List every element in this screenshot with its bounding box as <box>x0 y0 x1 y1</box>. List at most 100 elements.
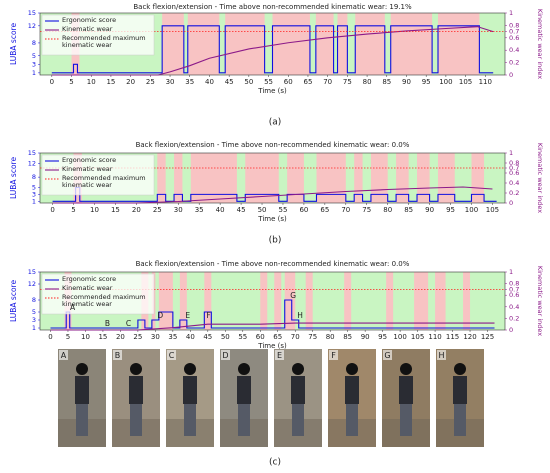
x-tick-label: 65 <box>273 333 282 341</box>
y-tick-label: 8 <box>32 296 36 304</box>
y-axis-label: LUBA score <box>9 23 18 65</box>
y-tick-label: 3 <box>32 60 36 68</box>
x-tick-label: 10 <box>90 206 99 214</box>
legend-entry: Kinematic wear <box>62 26 112 33</box>
x-tick-label: 105 <box>486 206 499 214</box>
person-body <box>345 376 359 404</box>
person-body <box>75 376 89 404</box>
x-tick-label: 85 <box>404 206 413 214</box>
person-head <box>76 363 88 375</box>
x-tick-label: 115 <box>446 333 459 341</box>
x-tick-label: 110 <box>479 78 492 86</box>
band <box>438 13 480 75</box>
legend-box <box>41 273 155 315</box>
band <box>316 153 346 203</box>
x-tick-label: 10 <box>81 333 90 341</box>
chart-title: Back flexion/extension - Time above non-… <box>133 3 412 11</box>
x-tick-label: 15 <box>106 78 115 86</box>
annotation: E <box>185 311 190 320</box>
person-head <box>346 363 358 375</box>
legend-entry: Recommended maximum kinematic wear <box>62 175 146 189</box>
x-tick-label: 20 <box>132 206 141 214</box>
band <box>355 13 385 75</box>
x-tick-label: 55 <box>238 333 247 341</box>
photo-label-bg <box>221 350 230 360</box>
x-tick-label: 40 <box>216 206 225 214</box>
x-tick-label: 70 <box>323 78 332 86</box>
band <box>435 272 446 330</box>
x-tick-label: 5 <box>69 78 73 86</box>
y2-tick-label: 0.8 <box>509 21 519 29</box>
y2-tick-label: 0.7 <box>509 164 519 172</box>
y2-axis-label: Kinematic wear index <box>536 143 544 213</box>
person-legs <box>346 404 358 436</box>
photo-label: B <box>115 351 121 360</box>
y2-tick-label: 0.7 <box>509 285 519 293</box>
legend-box <box>41 154 155 196</box>
y2-tick-label: 1 <box>509 149 513 157</box>
y2-tick-label: 0.6 <box>509 34 519 42</box>
legend-label: Ergonomic score <box>62 276 117 283</box>
x-axis-label: Time (s) <box>257 342 287 350</box>
x-tick-label: 100 <box>439 78 452 86</box>
band <box>370 153 388 203</box>
person-body <box>453 376 467 404</box>
x-tick-label: 70 <box>341 206 350 214</box>
x-tick-label: 10 <box>87 78 96 86</box>
x-tick-label: 95 <box>422 78 431 86</box>
y-tick-label: 12 <box>28 159 36 167</box>
band <box>396 153 409 203</box>
person-legs <box>292 404 304 436</box>
y-tick-label: 15 <box>28 268 36 276</box>
y2-tick-label: 0 <box>509 71 513 79</box>
y-tick-label: 3 <box>32 190 36 198</box>
y-tick-label: 15 <box>28 149 36 157</box>
y2-tick-label: 0.2 <box>509 59 519 67</box>
legend-entry: Ergonomic score <box>62 17 117 24</box>
y2-tick-label: 0 <box>509 199 513 207</box>
band <box>260 272 268 330</box>
x-tick-label: 0 <box>48 333 52 341</box>
x-tick-label: 105 <box>411 333 424 341</box>
x-tick-label: 35 <box>168 333 177 341</box>
legend-label: Ergonomic score <box>62 17 117 24</box>
band <box>187 13 220 75</box>
legend-label: Recommended maximum kinematic wear <box>62 175 146 189</box>
y-axis-label: LUBA score <box>9 280 18 322</box>
y-tick-label: 1 <box>32 197 36 205</box>
annotation: B <box>105 319 110 328</box>
legend-box <box>41 14 155 56</box>
y2-axis-label: Kinematic wear index <box>536 266 544 336</box>
photo-label: G <box>384 351 390 360</box>
band <box>390 13 433 75</box>
photo-label-bg <box>383 350 392 360</box>
x-tick-label: 55 <box>279 206 288 214</box>
person-legs <box>130 404 142 436</box>
x-tick-label: 90 <box>425 206 434 214</box>
x-tick-label: 95 <box>446 206 455 214</box>
panel-label: (a) <box>269 118 282 128</box>
band <box>315 13 334 75</box>
x-tick-label: 30 <box>166 78 175 86</box>
y2-tick-label: 0.4 <box>509 303 519 311</box>
x-tick-label: 100 <box>465 206 478 214</box>
x-tick-label: 105 <box>459 78 472 86</box>
band <box>354 153 363 203</box>
band <box>287 153 304 203</box>
x-tick-label: 75 <box>308 333 317 341</box>
person-body <box>237 376 251 404</box>
band <box>337 13 348 75</box>
photo-label-bg <box>59 350 68 360</box>
y-tick-label: 15 <box>28 9 36 17</box>
legend-label: Ergonomic score <box>62 157 117 164</box>
x-tick-label: 0 <box>50 78 54 86</box>
photo-label: D <box>222 351 228 360</box>
series-line <box>51 26 494 76</box>
y2-tick-label: 0 <box>509 326 513 334</box>
plot-frame <box>39 12 506 76</box>
y2-tick-label: 0.7 <box>509 28 519 36</box>
x-tick-label: 50 <box>244 78 253 86</box>
person-head <box>400 363 412 375</box>
legend-entry: Kinematic wear <box>62 285 112 292</box>
